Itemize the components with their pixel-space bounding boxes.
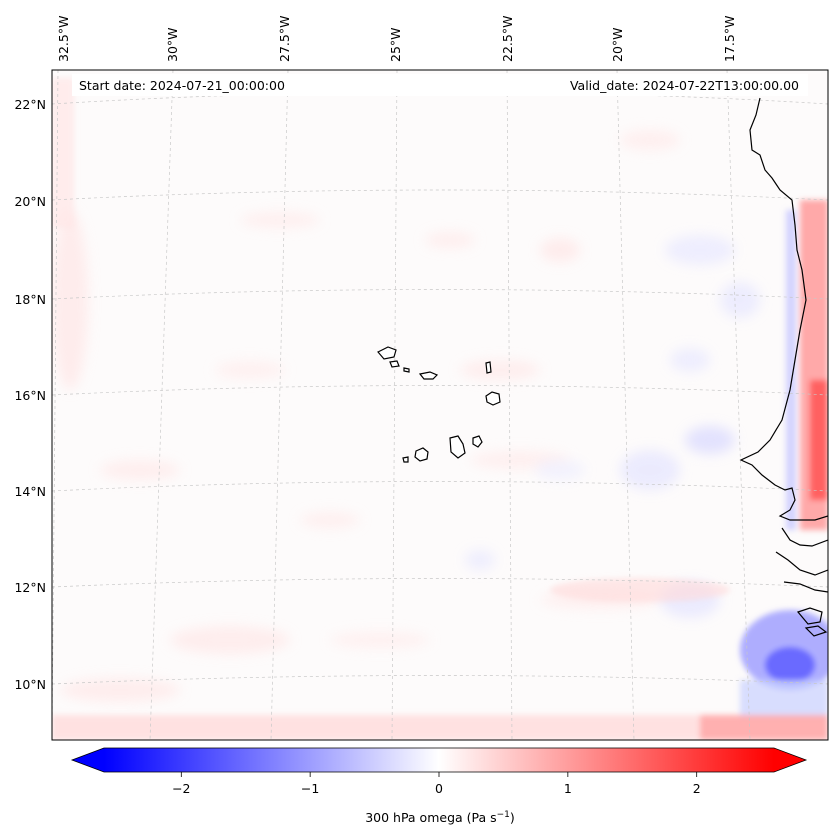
lon-label-17-5w: 17.5°W xyxy=(722,16,737,62)
lat-label-12n: 12°N xyxy=(14,580,46,595)
colorbar-tick-label: −1 xyxy=(301,781,319,796)
colorbar-ticks: −2 −1 0 1 2 xyxy=(172,772,701,796)
lat-label-20n: 20°N xyxy=(14,194,46,209)
colorbar-tick-label: 0 xyxy=(435,781,443,796)
lat-label-18n: 18°N xyxy=(14,292,46,307)
cape-verde-islands xyxy=(377,346,501,463)
lon-label-30w: 30°W xyxy=(165,27,180,62)
lat-label-22n: 22°N xyxy=(14,97,46,112)
map-background xyxy=(52,70,828,740)
map-frame xyxy=(51,69,829,741)
header-strip xyxy=(72,74,808,96)
colorbar: −2 −1 0 1 2 300 hPa omega (Pa s−1) xyxy=(70,747,808,825)
lat-label-10n: 10°N xyxy=(14,677,46,692)
colorbar-min-extend xyxy=(72,748,104,772)
start-date-label: Start date: 2024-07-21_00:00:00 xyxy=(79,78,285,93)
lat-label-16n: 16°N xyxy=(14,388,46,403)
colorbar-outline xyxy=(70,747,808,773)
omega-field xyxy=(52,70,828,740)
lon-label-22-5w: 22.5°W xyxy=(500,16,515,62)
colorbar-title: 300 hPa omega (Pa s−1) xyxy=(365,810,515,825)
lat-label-14n: 14°N xyxy=(14,484,46,499)
graticule xyxy=(52,70,828,740)
colorbar-max-extend xyxy=(774,748,806,772)
coastline xyxy=(739,97,828,637)
omega-coastal-features xyxy=(52,78,828,740)
colorbar-tick-label: −2 xyxy=(172,781,190,796)
latitude-labels: 22°N 20°N 18°N 16°N 14°N 12°N 10°N xyxy=(14,97,46,692)
colorbar-tick-label: 2 xyxy=(693,781,701,796)
omega-negative-patches xyxy=(465,235,760,618)
lon-label-32-5w: 32.5°W xyxy=(56,16,71,62)
lon-label-25w: 25°W xyxy=(388,27,403,62)
map-panel: Start date: 2024-07-21_00:00:00 Valid_da… xyxy=(51,69,829,741)
lon-label-20w: 20°W xyxy=(610,27,625,62)
valid-date-label: Valid_date: 2024-07-22T13:00:00.00 xyxy=(570,78,799,93)
longitude-labels: 32.5°W 30°W 27.5°W 25°W 22.5°W 20°W 17.5… xyxy=(56,16,737,62)
colorbar-tick-label: 1 xyxy=(564,781,572,796)
lon-label-27-5w: 27.5°W xyxy=(277,16,292,62)
colorbar-body xyxy=(104,748,774,772)
